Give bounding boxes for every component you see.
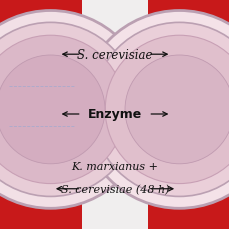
Circle shape	[105, 36, 229, 184]
Circle shape	[0, 56, 105, 164]
Text: Enzyme: Enzyme	[87, 108, 142, 121]
Circle shape	[92, 23, 229, 196]
Text: S. cerevisiae: S. cerevisiae	[77, 49, 152, 61]
Bar	[81, 0, 148, 229]
Circle shape	[0, 23, 137, 196]
Text: S. cerevisiae (48 h): S. cerevisiae (48 h)	[60, 184, 169, 194]
Circle shape	[125, 56, 229, 164]
Circle shape	[80, 11, 229, 208]
Text: K. marxianus +: K. marxianus +	[71, 161, 158, 171]
Circle shape	[0, 36, 124, 184]
Circle shape	[0, 11, 149, 208]
